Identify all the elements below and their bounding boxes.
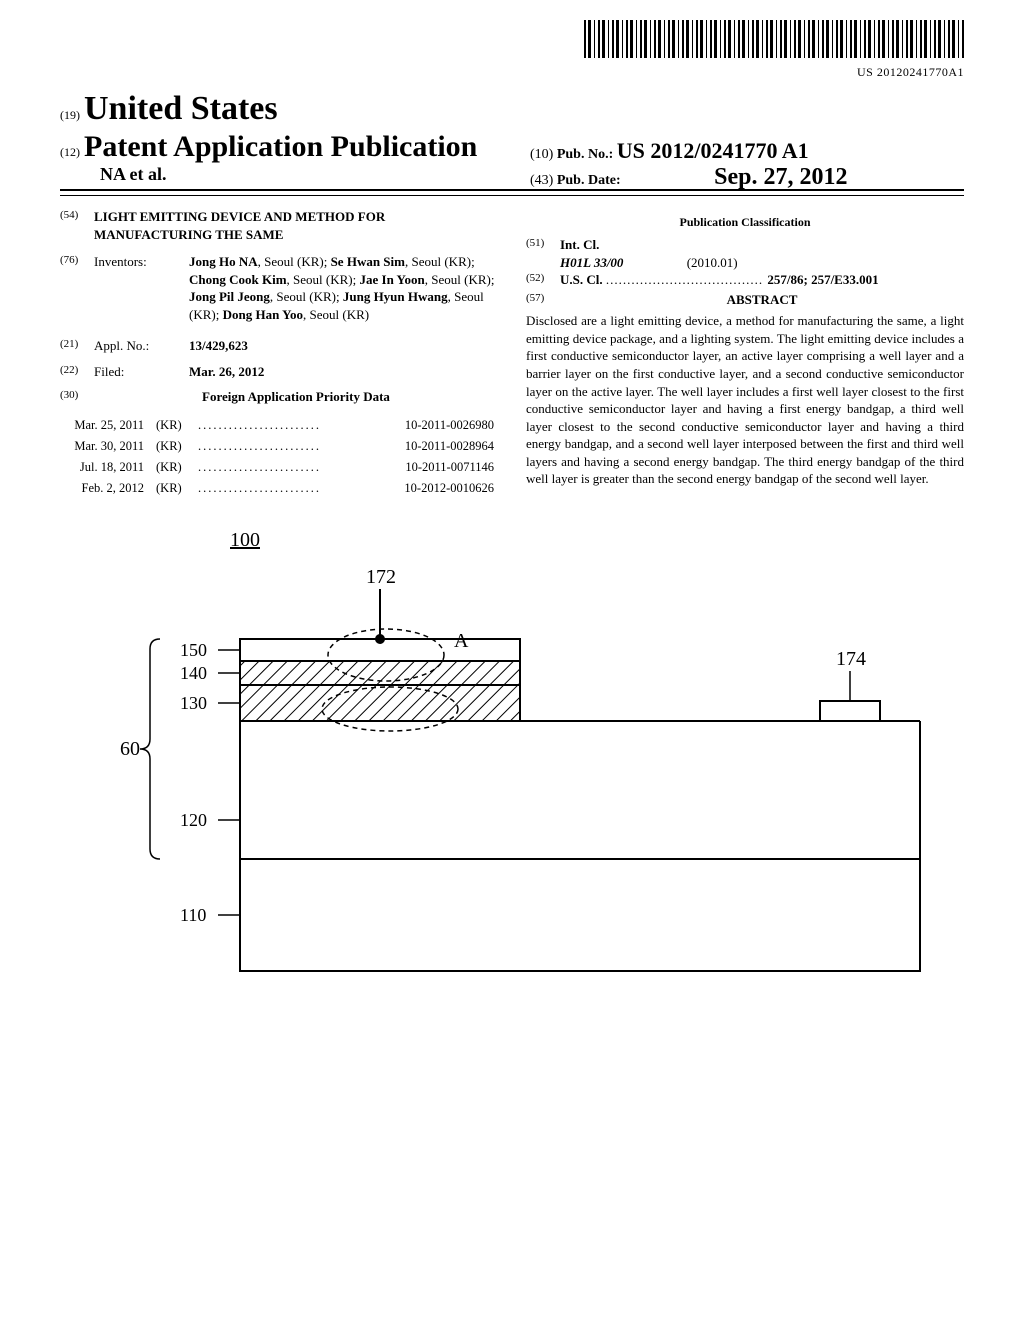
tag-30: (30) <box>60 388 94 406</box>
tag-76: (76) <box>60 253 94 323</box>
inventors-label: Inventors: <box>94 253 189 323</box>
priority-header-row: (30) Foreign Application Priority Data <box>60 388 498 406</box>
publication-type: Patent Application Publication <box>84 130 477 163</box>
tag-21: (21) <box>60 337 94 355</box>
priority-table: Mar. 25, 2011(KR).......................… <box>60 414 498 500</box>
filed-row: (22) Filed: Mar. 26, 2012 <box>60 363 498 381</box>
tag-54: (54) <box>60 208 94 243</box>
figure-caption: 100 <box>230 529 260 552</box>
pubdate-label: Pub. Date: <box>557 173 621 188</box>
tag-22: (22) <box>60 363 94 381</box>
pubdate: Sep. 27, 2012 <box>714 164 847 190</box>
svg-text:174: 174 <box>836 648 866 670</box>
right-column: Publication Classification (51) Int. Cl.… <box>526 208 964 499</box>
priority-row: Jul. 18, 2011(KR).......................… <box>62 458 496 477</box>
tag-57: (57) <box>526 291 560 309</box>
svg-text:120: 120 <box>180 810 207 830</box>
abstract-header-row: (57) ABSTRACT <box>526 291 964 309</box>
header-right: (10) Pub. No.: US 2012/0241770 A1 (43) P… <box>530 138 847 191</box>
svg-text:130: 130 <box>180 693 207 713</box>
abstract-label: ABSTRACT <box>560 291 964 309</box>
svg-text:150: 150 <box>180 640 207 660</box>
barcode-region: US 20120241770A1 <box>584 20 964 81</box>
priority-row: Feb. 2, 2012(KR)........................… <box>62 479 496 498</box>
figure-svg: 172 A 174 150 140 130 120 110 160 <box>120 559 1000 999</box>
tag-43: (43) <box>530 173 553 188</box>
pubno: US 2012/0241770 A1 <box>617 138 809 163</box>
header: (19) United States (12) Patent Applicati… <box>60 90 964 185</box>
figure-area: 100 172 A 174 150 140 130 120 110 160 <box>60 529 964 1009</box>
tag-19: (19) <box>60 108 80 122</box>
svg-text:140: 140 <box>180 663 207 683</box>
filed-date: Mar. 26, 2012 <box>189 363 498 381</box>
applno-label: Appl. No.: <box>94 337 189 355</box>
inventors-row: (76) Inventors: Jong Ho NA, Seoul (KR); … <box>60 253 498 323</box>
country-title: United States <box>84 90 278 127</box>
priority-label: Foreign Application Priority Data <box>94 388 498 406</box>
rule-thin <box>60 195 964 196</box>
svg-text:160: 160 <box>120 738 140 760</box>
abstract-text: Disclosed are a light emitting device, a… <box>526 312 964 487</box>
pubclass-label: Publication Classification <box>526 214 964 230</box>
svg-text:110: 110 <box>180 905 206 925</box>
tag-10: (10) <box>530 147 553 162</box>
uscl-row: (52) U.S. Cl. ..........................… <box>526 271 964 289</box>
priority-row: Mar. 30, 2011(KR).......................… <box>62 437 496 456</box>
pubno-label: Pub. No.: <box>557 147 613 162</box>
intcl-code: H01L 33/00 <box>560 255 623 270</box>
svg-text:172: 172 <box>366 566 396 588</box>
tag-52: (52) <box>526 271 560 289</box>
uscl-label: U.S. Cl. <box>560 272 603 287</box>
barcode-graphic <box>584 20 964 58</box>
svg-text:A: A <box>454 630 469 652</box>
tag-12: (12) <box>60 145 80 160</box>
title-row: (54) LIGHT EMITTING DEVICE AND METHOD FO… <box>60 208 498 243</box>
intcl-row: (51) Int. Cl. H01L 33/00 (2010.01) <box>526 236 964 271</box>
intcl-date: (2010.01) <box>687 255 738 270</box>
invention-title: LIGHT EMITTING DEVICE AND METHOD FOR MAN… <box>94 208 498 243</box>
barcode-text: US 20120241770A1 <box>857 65 964 79</box>
applno-row: (21) Appl. No.: 13/429,623 <box>60 337 498 355</box>
priority-row: Mar. 25, 2011(KR).......................… <box>62 416 496 435</box>
intcl-label: Int. Cl. <box>560 237 599 252</box>
applno: 13/429,623 <box>189 337 498 355</box>
left-column: (54) LIGHT EMITTING DEVICE AND METHOD FO… <box>60 208 498 499</box>
body-columns: (54) LIGHT EMITTING DEVICE AND METHOD FO… <box>60 208 964 499</box>
tag-51: (51) <box>526 236 560 271</box>
inventors-list: Jong Ho NA, Seoul (KR); Se Hwan Sim, Seo… <box>189 253 498 323</box>
uscl-value: 257/86; 257/E33.001 <box>767 272 878 287</box>
filed-label: Filed: <box>94 363 189 381</box>
